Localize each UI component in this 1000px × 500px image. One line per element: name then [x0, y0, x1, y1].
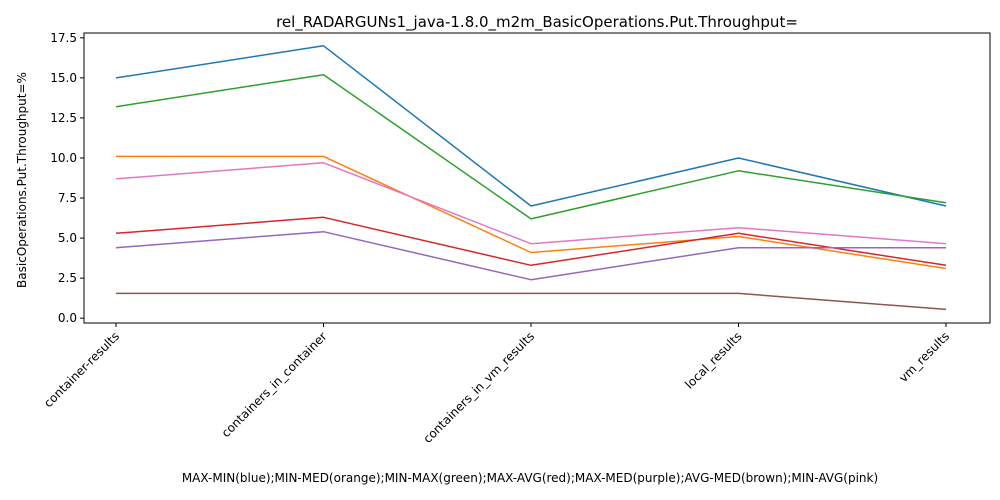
x-axis: container-results containers_in_container… [41, 323, 952, 446]
series-line-4 [115, 230, 946, 281]
chart-title: rel_RADARGUNs1_java-1.8.0_m2m_BasicOpera… [276, 13, 798, 32]
plot-area [115, 45, 947, 311]
x-tick-label: vm_results [896, 329, 952, 385]
series-line-0 [115, 45, 947, 207]
series-line-5 [116, 292, 947, 311]
x-tick-label: containers_in_vm_results [420, 329, 537, 446]
series-line-1 [116, 155, 947, 270]
y-tick-label: 10.0 [50, 151, 77, 165]
series-line-2 [115, 73, 947, 220]
x-tick-label: container-results [41, 329, 122, 410]
x-tick-label: containers_in_container [219, 329, 330, 440]
plot-frame [83, 32, 991, 324]
y-axis: 0.0 2.5 5.0 7.5 10.0 12.5 15.0 17.5 [50, 31, 84, 325]
series-line-6 [115, 162, 947, 245]
y-tick-label: 5.0 [58, 231, 77, 245]
y-tick-label: 0.0 [58, 311, 77, 325]
y-tick-label: 17.5 [50, 31, 77, 45]
y-axis-label: BasicOperations.Put.Throughput=% [15, 72, 29, 288]
y-tick-label: 12.5 [50, 111, 77, 125]
x-tick-label: local_results [682, 329, 744, 391]
y-tick-label: 15.0 [50, 71, 77, 85]
y-tick-label: 7.5 [58, 191, 77, 205]
x-axis-label: MAX-MIN(blue);MIN-MED(orange);MIN-MAX(gr… [182, 471, 878, 485]
y-tick-label: 2.5 [58, 271, 77, 285]
series-line-3 [115, 216, 947, 267]
